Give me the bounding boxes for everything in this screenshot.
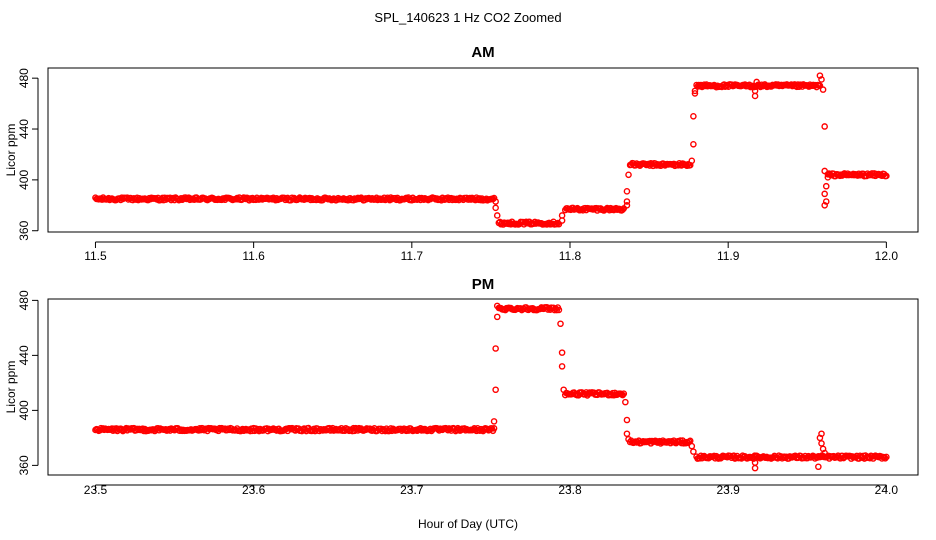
am-transition-point bbox=[821, 201, 828, 209]
am-transition-point bbox=[824, 174, 832, 181]
am-transition-point bbox=[821, 123, 828, 130]
pm-transition-point bbox=[818, 440, 825, 447]
am-x-tick-label: 11.5 bbox=[84, 249, 107, 263]
am-y-tick-label: 360 bbox=[17, 220, 31, 240]
pm-y-tick-label: 440 bbox=[17, 345, 31, 365]
pm-y-axis-label: Licor ppm bbox=[4, 361, 18, 414]
pm-transition-point bbox=[623, 416, 631, 424]
pm-transition-point bbox=[753, 452, 760, 460]
pm-data-point bbox=[555, 306, 563, 314]
am-data-point bbox=[816, 82, 824, 90]
am-transition-point bbox=[623, 198, 631, 205]
am-transition-point bbox=[690, 140, 697, 148]
pm-x-tick-label: 24.0 bbox=[875, 483, 899, 497]
am-x-tick-label: 11.6 bbox=[242, 249, 265, 263]
am-transition-point bbox=[751, 87, 759, 95]
am-x-tick-label: 12.0 bbox=[875, 249, 899, 263]
pm-transition-point bbox=[623, 430, 631, 438]
pm-x-tick-label: 23.5 bbox=[84, 483, 108, 497]
pm-x-tick-label: 23.8 bbox=[558, 483, 582, 497]
am-y-tick-label: 400 bbox=[17, 170, 31, 190]
pm-data-point bbox=[883, 453, 890, 461]
am-y-axis-label: Licor ppm bbox=[4, 124, 18, 177]
am-transition-point bbox=[492, 198, 499, 205]
am-panel-title: AM bbox=[471, 44, 494, 61]
pm-transition-point bbox=[815, 463, 822, 471]
am-x-tick-label: 11.9 bbox=[717, 249, 740, 263]
am-transition-point bbox=[691, 87, 699, 95]
am-y-tick-label: 480 bbox=[17, 68, 31, 88]
pm-transition-point bbox=[492, 345, 499, 352]
am-transition-point bbox=[822, 182, 830, 190]
pm-transition-point bbox=[821, 449, 828, 457]
am-x-tick-label: 11.7 bbox=[401, 249, 424, 263]
pm-transition-point bbox=[690, 448, 697, 455]
pm-plot-frame bbox=[47, 298, 919, 476]
pm-transition-point bbox=[558, 349, 566, 356]
pm-transition-point bbox=[490, 418, 498, 425]
am-transition-point bbox=[623, 188, 631, 195]
am-transition-point bbox=[690, 113, 697, 120]
pm-data-point bbox=[490, 425, 498, 432]
pm-transition-point bbox=[557, 320, 564, 328]
pm-y-tick-label: 480 bbox=[17, 290, 31, 310]
am-data-point bbox=[555, 220, 563, 228]
pm-data-points bbox=[92, 302, 890, 472]
pm-transition-point bbox=[493, 302, 501, 310]
am-transition-point bbox=[821, 190, 828, 198]
pm-transition-point bbox=[493, 313, 501, 321]
am-transition-point bbox=[819, 86, 827, 93]
figure-x-axis-label: Hour of Day (UTC) bbox=[418, 517, 518, 531]
am-x-tick-label: 11.8 bbox=[559, 249, 582, 263]
am-transition-point bbox=[753, 78, 760, 86]
pm-transition-point bbox=[818, 430, 825, 438]
pm-x-tick-label: 23.6 bbox=[242, 483, 266, 497]
pm-transition-point bbox=[688, 442, 696, 450]
pm-x-tick-label: 23.9 bbox=[717, 483, 741, 497]
am-transition-point bbox=[818, 76, 825, 83]
am-transition-point bbox=[691, 90, 699, 97]
am-data-points bbox=[92, 72, 890, 228]
pm-panel: PM 23.5 23.6 23.7 23.8 23.9 24.0 360 400 440 480 Li… bbox=[4, 276, 919, 497]
am-y-tick-label: 440 bbox=[17, 119, 31, 139]
am-data-point bbox=[883, 172, 890, 180]
am-panel: AM 11.5 11.6 11.7 11.8 11.9 12.0 360 400 440 480 Li… bbox=[4, 44, 919, 263]
pm-transition-point bbox=[751, 459, 759, 466]
am-transition-point bbox=[821, 167, 828, 175]
am-transition-point bbox=[816, 72, 824, 79]
am-data-point bbox=[619, 206, 626, 213]
am-data-point bbox=[490, 194, 498, 202]
am-transition-point bbox=[493, 212, 501, 219]
am-data-point bbox=[367, 196, 375, 203]
figure-suptitle: SPL_140623 1 Hz CO2 Zoomed bbox=[374, 10, 561, 25]
pm-transition-point bbox=[560, 386, 567, 394]
pm-transition-point bbox=[558, 363, 566, 370]
am-transition-point bbox=[623, 201, 631, 209]
am-transition-point bbox=[822, 198, 830, 205]
am-transition-point bbox=[625, 171, 632, 179]
pm-transition-point bbox=[625, 435, 632, 443]
pm-data-point bbox=[620, 390, 628, 397]
pm-y-tick-label: 400 bbox=[17, 400, 31, 420]
am-plot-frame bbox=[47, 67, 919, 233]
pm-y-tick-label: 360 bbox=[17, 455, 31, 475]
am-transition-point bbox=[558, 217, 566, 224]
pm-transition-point bbox=[622, 398, 629, 406]
pm-transition-point bbox=[492, 386, 499, 394]
am-data-point bbox=[553, 220, 561, 228]
pm-x-tick-label: 23.7 bbox=[400, 483, 424, 497]
am-transition-point bbox=[688, 157, 696, 165]
pm-panel-title: PM bbox=[472, 276, 495, 293]
am-transition-point bbox=[492, 204, 499, 212]
